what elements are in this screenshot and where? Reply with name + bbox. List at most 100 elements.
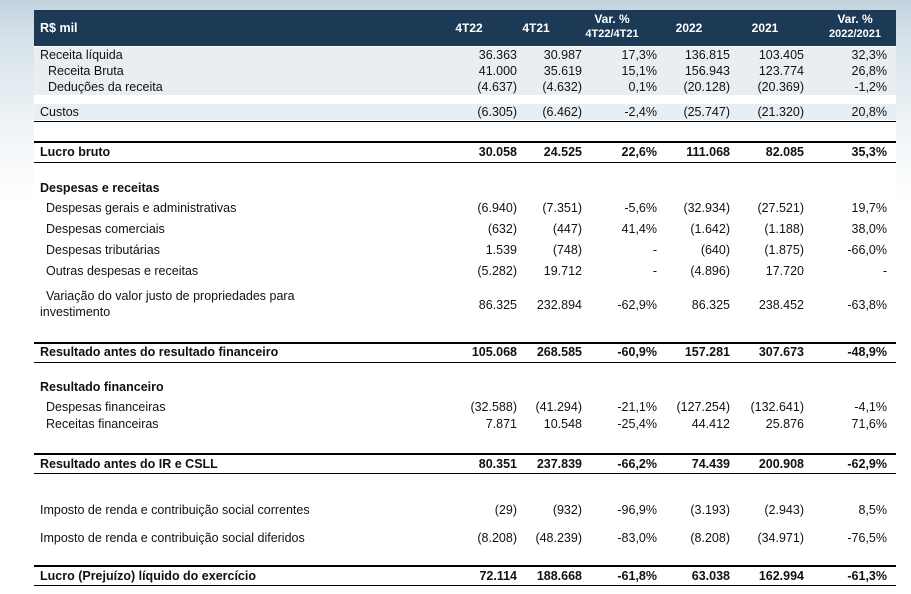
header-label: R$ mil — [40, 21, 78, 35]
cell-2022: 86.325 — [691, 298, 730, 312]
cell-2021: 307.673 — [758, 345, 804, 359]
cell-2022: (127.254) — [676, 400, 730, 414]
cell-2022: 63.038 — [691, 569, 730, 583]
row-label: Imposto de renda e contribuição social d… — [40, 531, 305, 545]
cell-var-y: 71,6% — [851, 417, 887, 431]
cell-2021: (2.943) — [764, 503, 804, 517]
header-col-var-q-line2: 4T22/4T21 — [585, 28, 639, 40]
cell-2022: 136.815 — [684, 48, 730, 62]
cell-var-y: -76,5% — [847, 531, 887, 545]
cell-2021: 17.720 — [765, 264, 804, 278]
cell-var-y: 19,7% — [851, 201, 887, 215]
cell-2022: (1.642) — [690, 222, 730, 236]
cell-4t21: 232.894 — [536, 298, 582, 312]
cell-var-y: -48,9% — [847, 345, 887, 359]
cell-4t22: 86.325 — [478, 298, 517, 312]
cell-2022: 74.439 — [691, 457, 730, 471]
cell-var-q: -60,9% — [617, 345, 657, 359]
cell-var-y: 26,8% — [851, 64, 887, 78]
cell-4t21: (447) — [552, 222, 582, 236]
cell-2022: 156.943 — [684, 64, 730, 78]
row-label-continued: investimento — [40, 305, 111, 319]
cell-4t21: (932) — [552, 503, 582, 517]
cell-4t22: (6.940) — [477, 201, 517, 215]
header-col-var-q-line1: Var. % — [594, 12, 630, 26]
rule-before-resultado-ir — [34, 453, 896, 455]
cell-2022: (4.896) — [690, 264, 730, 278]
header-col-2021: 2021 — [751, 21, 779, 35]
cell-4t21: (41.294) — [535, 400, 582, 414]
cell-4t22: 41.000 — [478, 64, 517, 78]
cell-2022: 44.412 — [691, 417, 730, 431]
cell-4t22: (32.588) — [470, 400, 517, 414]
cell-4t21: 237.839 — [536, 457, 582, 471]
cell-var-y: 20,8% — [851, 105, 887, 119]
rule-before-lucro-bruto — [34, 141, 896, 143]
cell-var-q: -62,9% — [617, 298, 657, 312]
cell-var-y: - — [882, 264, 887, 278]
cell-4t21: (748) — [552, 243, 582, 257]
cell-4t22: 72.114 — [479, 569, 517, 583]
table-row: Lucro bruto 30.058 24.525 22,6% 111.068 … — [34, 145, 896, 161]
cell-4t22: 1.539 — [485, 243, 517, 257]
cell-4t22: (8.208) — [477, 531, 517, 545]
cell-4t21: (6.462) — [542, 105, 582, 119]
cell-var-y: -63,8% — [847, 298, 887, 312]
table-row: Receita Bruta 41.000 35.619 15,1% 156.94… — [34, 63, 896, 79]
cell-var-q: 17,3% — [621, 48, 657, 62]
cell-4t22: (5.282) — [477, 264, 517, 278]
cell-4t21: 35.619 — [543, 64, 582, 78]
cell-2021: (34.971) — [757, 531, 804, 545]
cell-var-y: -62,9% — [847, 457, 887, 471]
cell-var-q: -21,1% — [617, 400, 657, 414]
row-label: Receitas financeiras — [46, 417, 159, 431]
cell-2022: (3.193) — [690, 503, 730, 517]
table-row: Lucro (Prejuízo) líquido do exercício 72… — [34, 569, 896, 585]
cell-2022: (640) — [700, 243, 730, 257]
cell-2022: (20.128) — [683, 80, 730, 94]
cell-4t22: (632) — [487, 222, 517, 236]
table-row: Despesas gerais e administrativas (6.940… — [34, 201, 896, 217]
cell-var-y: -1,2% — [854, 80, 887, 94]
row-label: Receita Bruta — [48, 64, 124, 78]
cell-4t21: (4.632) — [542, 80, 582, 94]
cell-4t21: 24.525 — [543, 145, 582, 159]
cell-2021: 82.085 — [765, 145, 804, 159]
table-row: Deduções da receita (4.637) (4.632) 0,1%… — [34, 79, 896, 95]
cell-2021: (20.369) — [757, 80, 804, 94]
section-heading: Despesas e receitas — [34, 181, 896, 197]
cell-4t21: (48.239) — [535, 531, 582, 545]
cell-var-q: - — [652, 264, 657, 278]
row-label: Resultado antes do IR e CSLL — [40, 457, 218, 471]
cell-4t22: (4.637) — [477, 80, 517, 94]
cell-4t21: 19.712 — [543, 264, 582, 278]
cell-var-y: -4,1% — [854, 400, 887, 414]
cell-4t21: 268.585 — [536, 345, 582, 359]
cell-var-q: 41,4% — [621, 222, 657, 236]
cell-2022: 157.281 — [684, 345, 730, 359]
cell-4t21: (7.351) — [542, 201, 582, 215]
cell-2021: 238.452 — [758, 298, 804, 312]
cell-var-y: -61,3% — [847, 569, 887, 583]
cell-var-q: - — [652, 243, 657, 257]
cell-2021: 200.908 — [758, 457, 804, 471]
cell-var-q: -61,8% — [617, 569, 657, 583]
cell-2021: (27.521) — [757, 201, 804, 215]
cell-4t21: 30.987 — [543, 48, 582, 62]
header-col-2022: 2022 — [675, 21, 703, 35]
cell-var-y: 32,3% — [851, 48, 887, 62]
table-row: Custos (6.305) (6.462) -2,4% (25.747) (2… — [34, 104, 896, 120]
cell-var-q: 15,1% — [621, 64, 657, 78]
cell-2021: 103.405 — [758, 48, 804, 62]
row-label: Variação do valor justo de propriedades … — [46, 289, 295, 303]
cell-2022: 111.068 — [686, 145, 730, 159]
cell-var-q: -2,4% — [624, 105, 657, 119]
cell-var-q: 0,1% — [628, 80, 658, 94]
cell-var-q: -96,9% — [617, 503, 657, 517]
cell-4t22: 7.871 — [485, 417, 517, 431]
cell-4t22: 30.058 — [478, 145, 517, 159]
section-label: Despesas e receitas — [40, 181, 160, 195]
table-row: Despesas comerciais (632) (447) 41,4% (1… — [34, 222, 896, 238]
cell-4t21: 188.668 — [536, 569, 582, 583]
table-row: Variação do valor justo de propriedades … — [34, 289, 896, 323]
